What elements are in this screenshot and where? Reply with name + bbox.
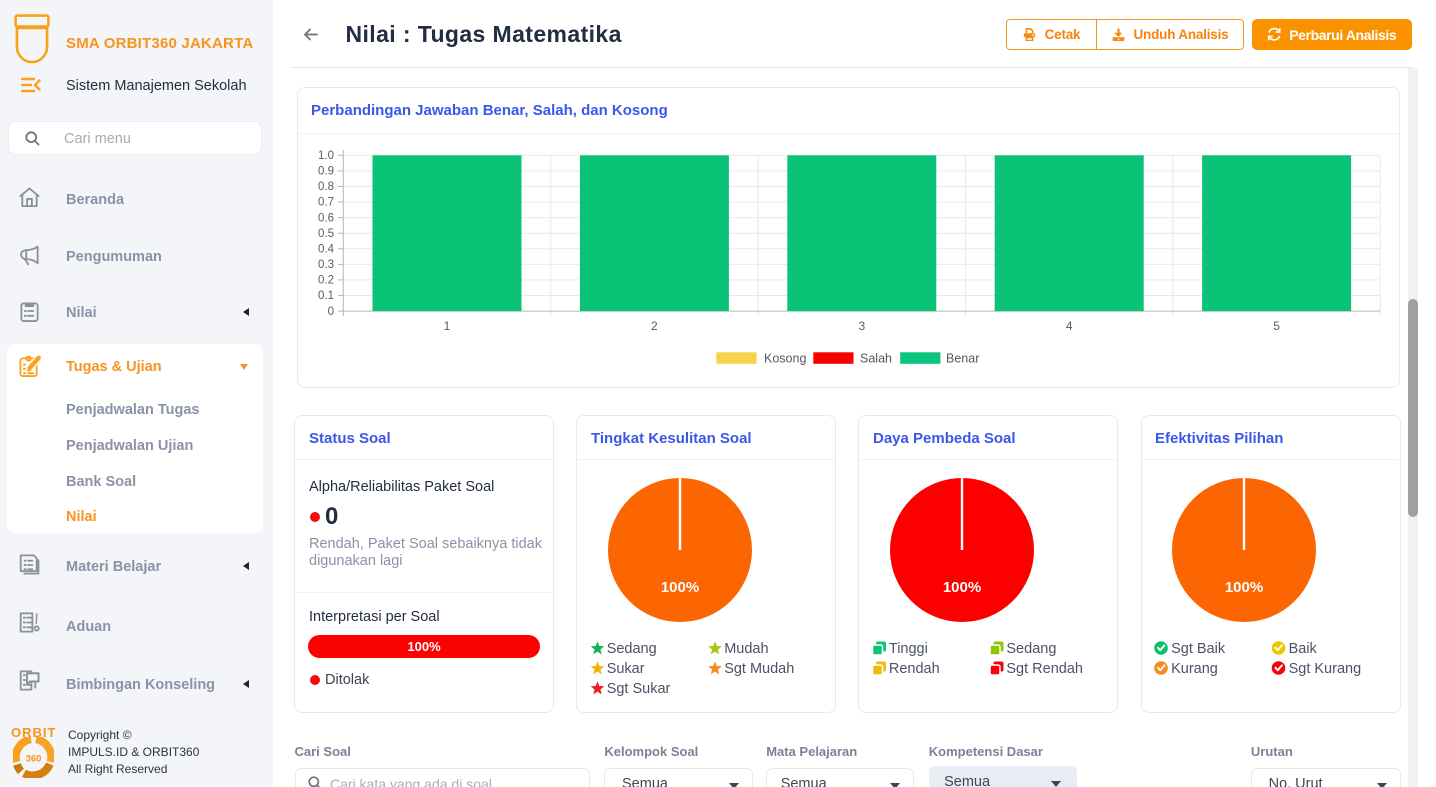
svg-text:2: 2 <box>651 319 658 333</box>
svg-text:Benar: Benar <box>946 351 979 365</box>
svg-text:0.6: 0.6 <box>318 212 334 224</box>
svg-text:0.3: 0.3 <box>318 259 334 271</box>
svg-text:0.1: 0.1 <box>318 290 334 302</box>
svg-text:1.0: 1.0 <box>318 150 334 162</box>
svg-text:4: 4 <box>1066 319 1073 333</box>
svg-text:100%: 100% <box>943 579 981 596</box>
svg-text:1: 1 <box>444 319 451 333</box>
svg-text:0.4: 0.4 <box>318 244 335 256</box>
svg-text:0.7: 0.7 <box>318 197 334 209</box>
svg-text:0.5: 0.5 <box>318 228 334 240</box>
svg-text:5: 5 <box>1274 319 1281 333</box>
svg-text:3: 3 <box>859 319 866 333</box>
svg-text:100%: 100% <box>660 579 698 596</box>
svg-text:Kosong: Kosong <box>764 351 806 365</box>
svg-text:100%: 100% <box>1225 579 1263 596</box>
svg-text:0: 0 <box>328 306 334 318</box>
svg-text:0.9: 0.9 <box>318 166 334 178</box>
svg-text:360: 360 <box>26 754 42 765</box>
svg-text:0.2: 0.2 <box>318 275 334 287</box>
svg-text:Salah: Salah <box>860 351 892 365</box>
svg-text:0.8: 0.8 <box>318 181 334 193</box>
